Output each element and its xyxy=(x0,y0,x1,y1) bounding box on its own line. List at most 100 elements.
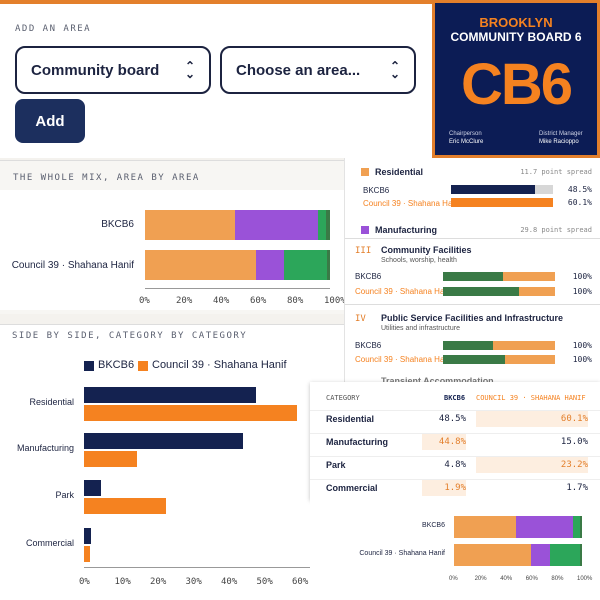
mini-tick-label: 20% xyxy=(474,576,487,582)
side-tick-label: 20% xyxy=(150,577,167,587)
table-divider xyxy=(310,410,600,411)
ps-a-bar-left xyxy=(443,341,493,350)
man-spread: 29.8 point spread xyxy=(520,226,592,234)
cf-num: III xyxy=(355,246,372,256)
side-bar-b xyxy=(84,498,167,514)
res-b-val: 60.1% xyxy=(567,198,592,207)
ps-num: IV xyxy=(355,314,366,324)
residential-swatch xyxy=(361,168,369,176)
table-divider xyxy=(310,479,600,480)
side-tick-label: 10% xyxy=(114,577,131,587)
table-cell-b: 15.0% xyxy=(560,437,588,447)
table-cell-a: 48.5% xyxy=(438,414,466,424)
mix-tick-label: 0% xyxy=(139,296,150,306)
area-type-value: Community board xyxy=(31,61,160,79)
side-category-label: Commercial xyxy=(25,538,74,548)
res-b-label: Council 39 · Shahana Hanif xyxy=(363,199,461,208)
mini-tick-label: 60% xyxy=(525,576,538,582)
cf-a-bar-left xyxy=(443,272,503,281)
ps-b-bar-left xyxy=(443,355,505,364)
mix-segment xyxy=(234,210,318,240)
ps-sub: Utilities and infrastructure xyxy=(381,325,460,332)
mix-row-label: BKCB6 xyxy=(101,219,134,230)
cf-a-label: BKCB6 xyxy=(355,272,382,281)
side-bar-b xyxy=(84,405,298,421)
table-cell-b: 60.1% xyxy=(476,411,588,427)
table-header-a: BKCB6 xyxy=(444,394,466,402)
mini-tick-label: 100% xyxy=(577,576,593,582)
table-cell-a: 4.8% xyxy=(444,460,466,470)
mix-segment xyxy=(145,250,257,280)
side-category-label: Park xyxy=(55,490,74,500)
side-bar-a xyxy=(84,480,102,496)
side-tick-label: 0% xyxy=(79,577,90,587)
cf-b-val: 100% xyxy=(572,287,592,296)
add-button[interactable]: Add xyxy=(15,99,85,143)
res-a-bar xyxy=(451,185,535,194)
table-header-category: CATEGORY xyxy=(326,394,360,402)
mini-segment xyxy=(573,516,580,538)
area-type-select[interactable]: Community board ⌃ ⌄ xyxy=(15,46,211,94)
whole-mix-title: THE WHOLE MIX, AREA BY AREA xyxy=(13,173,200,183)
cf-sub: Schools, worship, health xyxy=(381,257,457,264)
mix-tick-label: 80% xyxy=(287,296,304,306)
category-list: Residential 11.7 point spread BKCB6 48.5… xyxy=(344,158,600,386)
mix-tick-label: 100% xyxy=(324,296,346,306)
chevron-updown-icon: ⌃ ⌄ xyxy=(389,59,400,81)
cf-b-label: Council 39 · Shahana Hanif xyxy=(355,287,453,296)
legend-swatch-a xyxy=(84,361,94,371)
mix-segment xyxy=(145,210,235,240)
table-divider xyxy=(310,456,600,457)
mix-segment xyxy=(317,210,327,240)
mini-segment xyxy=(454,544,531,566)
dm-role: District Manager xyxy=(539,131,583,137)
mini-tick-label: 0% xyxy=(449,576,458,582)
mix-segment xyxy=(283,250,327,280)
mini-row-label: BKCB6 xyxy=(422,522,445,529)
side-category-label: Residential xyxy=(29,397,74,407)
mix-segment xyxy=(256,250,284,280)
manufacturing-swatch xyxy=(361,226,369,234)
mix-tick-label: 20% xyxy=(176,296,193,306)
logo-line2: COMMUNITY BOARD 6 xyxy=(450,30,582,44)
side-tick-label: 30% xyxy=(185,577,202,587)
legend-label-b: Council 39 · Shahana Hanif xyxy=(152,359,287,371)
chair-role: Chairperson xyxy=(449,131,482,137)
table-cell-category: Park xyxy=(326,460,346,470)
ps-a-label: BKCB6 xyxy=(355,341,382,350)
table-cell-category: Residential xyxy=(326,414,375,424)
table-cell-category: Manufacturing xyxy=(326,437,388,447)
mini-mix-chart: BKCB6 Council 39 · Shahana Hanif 0% 20% 40… xyxy=(310,500,600,600)
ps-a-bar-right xyxy=(493,341,555,350)
cf-a-val: 100% xyxy=(572,272,592,281)
table-cell-a: 1.9% xyxy=(422,480,466,496)
ps-b-val: 100% xyxy=(572,355,592,364)
side-bar-a xyxy=(84,433,244,449)
mix-row-label: Council 39 · Shahana Hanif xyxy=(11,260,134,271)
ps-title: Public Service Facilities and Infrastruc… xyxy=(381,313,564,323)
table-header-b: COUNCIL 39 · SHAHANA HANIF xyxy=(476,394,586,402)
cf-a-bar-right xyxy=(503,272,555,281)
comparison-table: CATEGORY BKCB6 COUNCIL 39 · SHAHANA HANI… xyxy=(310,382,600,500)
mix-segment xyxy=(326,210,330,240)
add-area-label: ADD AN AREA xyxy=(15,24,92,34)
side-axis xyxy=(84,567,334,568)
mix-axis xyxy=(145,288,330,289)
side-bar-a xyxy=(84,387,257,403)
area-choice-select[interactable]: Choose an area... ⌃ ⌄ xyxy=(220,46,416,94)
mix-segment xyxy=(326,250,330,280)
dm-name: Mike Racioppo xyxy=(539,139,579,145)
side-bar-b xyxy=(84,546,91,562)
table-cell-b: 23.2% xyxy=(476,457,588,473)
side-tick-label: 50% xyxy=(256,577,273,587)
table-divider xyxy=(310,433,600,434)
side-title: SIDE BY SIDE, CATEGORY BY CATEGORY xyxy=(12,331,248,341)
cb6-logo: BROOKLYN COMMUNITY BOARD 6 CB6 Chairpers… xyxy=(432,0,600,158)
mini-tick-label: 80% xyxy=(551,576,564,582)
side-by-side-panel: SIDE BY SIDE, CATEGORY BY CATEGORY BKCB6… xyxy=(0,324,344,600)
mini-segment xyxy=(516,516,574,538)
peek-title: Transient Accommodation xyxy=(381,376,494,386)
mini-segment xyxy=(530,544,551,566)
logo-big: CB6 xyxy=(460,52,573,117)
mix-tick-label: 60% xyxy=(250,296,267,306)
